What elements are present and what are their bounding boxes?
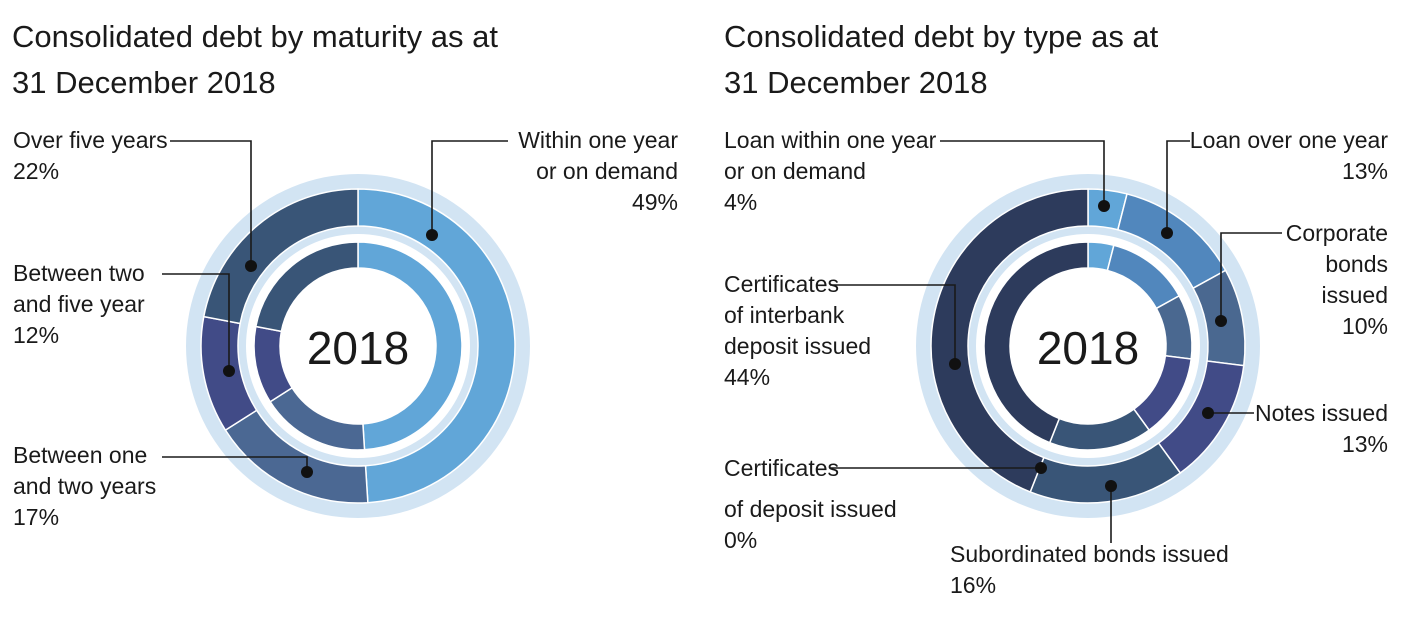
center-hole	[1018, 276, 1158, 416]
center-year-label: 2018	[307, 322, 409, 374]
label-subordinated-bonds: Subordinated bonds issued 16%	[950, 539, 1229, 601]
leader-line-loan-within	[940, 140, 1105, 206]
label-line: Certificates	[724, 271, 840, 297]
label-value: 4%	[724, 189, 758, 215]
label-value: 17%	[13, 504, 60, 530]
title-line-2: 31 December 2018	[724, 65, 988, 100]
leader-line-corporate-bonds	[1220, 232, 1282, 321]
title-line-1: Consolidated debt by maturity as at	[12, 19, 498, 54]
label-line: or on demand	[724, 158, 866, 184]
leader-line-within-one-year	[431, 140, 508, 235]
outer-slices	[930, 188, 1246, 504]
donut-slice	[357, 241, 463, 451]
label-over-five-years: Over five years 22%	[13, 125, 168, 187]
label-value: 44%	[724, 364, 771, 390]
center-year-label: 2018	[1037, 322, 1139, 374]
leader-dot	[1098, 200, 1110, 212]
label-line: deposit issued	[724, 333, 872, 359]
inner-slices	[983, 241, 1193, 451]
donut-slice	[357, 188, 516, 504]
leader-line-loan-over	[1166, 140, 1190, 233]
label-line: Notes issued	[1255, 400, 1388, 426]
label-value: 13%	[1341, 158, 1388, 184]
label-line: Loan over one year	[1189, 127, 1388, 153]
center-hole	[288, 276, 428, 416]
title-line-1: Consolidated debt by type as at	[724, 19, 1159, 54]
leader-dot	[245, 260, 257, 272]
label-value: 16%	[950, 572, 997, 598]
label-line: of interbank	[724, 302, 845, 328]
leader-dot	[223, 365, 235, 377]
label-certificates-deposit: Certificates of deposit issued 0%	[724, 453, 897, 556]
label-line: Corporate	[1285, 220, 1388, 246]
donut-slice	[983, 241, 1089, 444]
leader-dot	[949, 358, 961, 370]
label-line: Within one year	[518, 127, 678, 153]
label-line: Loan within one year	[724, 127, 937, 153]
label-line: Certificates	[724, 455, 840, 481]
label-between-one-two: Between one and two years 17%	[13, 440, 156, 533]
leader-lines	[830, 140, 1282, 543]
leader-dot	[1202, 407, 1214, 419]
leader-dot	[301, 466, 313, 478]
leader-line-two-five-years	[162, 273, 230, 371]
chart-title-type: Consolidated debt by type as at 31 Decem…	[724, 14, 1324, 106]
label-line: and two years	[13, 473, 157, 499]
leader-dots	[949, 200, 1227, 492]
label-between-two-five: Between two and five year 12%	[13, 258, 145, 351]
chart-title-maturity: Consolidated debt by maturity as at 31 D…	[12, 14, 612, 106]
donut-slice	[202, 188, 359, 325]
label-line: or on demand	[536, 158, 678, 184]
label-within-one-year: Within one year or on demand 49%	[518, 125, 678, 218]
label-value: 10%	[1341, 313, 1388, 339]
label-line: issued	[1321, 282, 1388, 308]
label-line: of deposit issued	[724, 496, 897, 522]
label-value: 12%	[13, 322, 60, 348]
label-notes-issued: Notes issued 13%	[1255, 398, 1388, 460]
leader-line-interbank	[830, 284, 956, 364]
leader-dots	[223, 229, 438, 478]
label-line: bonds	[1325, 251, 1388, 277]
leader-dot	[1215, 315, 1227, 327]
donut-slice	[254, 241, 359, 333]
label-line: and five year	[13, 291, 145, 317]
inner-slices	[253, 241, 463, 451]
label-corporate-bonds: Corporate bonds issued 10%	[1286, 218, 1388, 342]
label-line: Between two	[13, 260, 145, 286]
leader-dot	[1105, 480, 1117, 492]
leader-line-over-five-years	[170, 140, 252, 266]
label-value: 49%	[631, 189, 678, 215]
label-loan-within-one-year: Loan within one year or on demand 4%	[724, 125, 936, 218]
leader-dot	[1161, 227, 1173, 239]
leader-dot	[1035, 462, 1047, 474]
label-value: 0%	[724, 527, 758, 553]
label-line: Subordinated bonds issued	[950, 541, 1229, 567]
label-interbank-deposit: Certificates of interbank deposit issued…	[724, 269, 871, 393]
donut-slice	[930, 188, 1089, 493]
label-value: 22%	[13, 158, 60, 184]
title-line-2: 31 December 2018	[12, 65, 276, 100]
label-line: Over five years	[13, 127, 168, 153]
leader-dot	[426, 229, 438, 241]
label-line: Between one	[13, 442, 148, 468]
label-loan-over-one-year: Loan over one year 13%	[1190, 125, 1388, 187]
label-value: 13%	[1341, 431, 1388, 457]
